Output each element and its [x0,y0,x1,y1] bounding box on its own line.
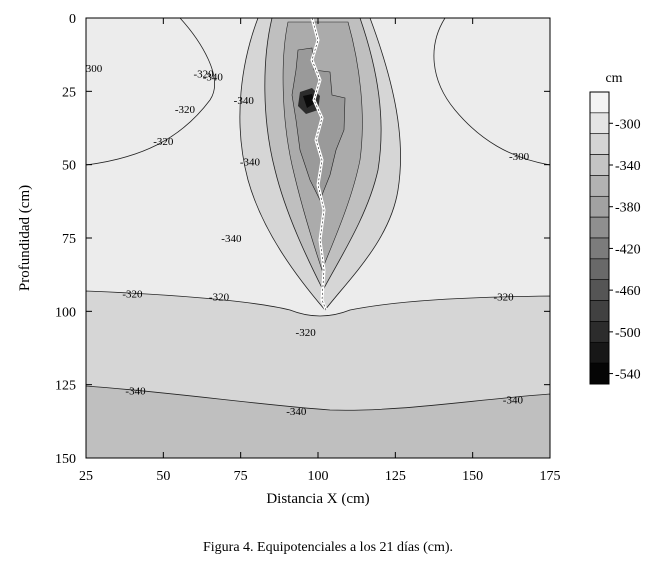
colorbar-swatch [589,112,610,135]
colorbar-label: -380 [615,201,641,216]
x-axis: 25 50 75 100 125 150 175 [79,18,561,484]
contour-figure: -300-300-320-320-320-340-340-340-340-320… [17,12,641,507]
colorbar-swatch [589,362,610,385]
region-300-left-lobe [86,18,215,166]
region-300-right-lobe [433,18,550,166]
x-tick-label: 75 [234,469,248,484]
plot-area: -300-300-320-320-320-340-340-340-340-320… [82,18,550,458]
contour-label: -340 [503,394,524,406]
colorbar-label: -500 [615,326,641,341]
y-tick-label: 0 [69,12,76,27]
x-axis-label: Distancia X (cm) [266,491,369,507]
contour-label: -320 [153,136,174,148]
x-tick-label: 175 [540,469,561,484]
colorbar-label: -340 [615,159,641,174]
contour-label: -340 [234,95,255,107]
colorbar-swatch [589,91,610,114]
contour-label: -340 [286,406,307,418]
contour-label: -340 [125,386,146,398]
colorbar-swatch [589,279,610,301]
contour-labels: -300-300-320-320-320-340-340-340-340-320… [82,63,530,418]
colorbar-swatch [589,154,610,176]
colorbar-swatch [589,237,610,260]
colorbar-swatch [589,133,610,155]
contour-label: -320 [193,69,214,81]
region-plume-core [291,47,346,201]
y-tick-label: 125 [55,379,76,394]
figure-caption: Figura 4. Equipotenciales a los 21 días … [203,540,453,555]
y-axis-label: Profundidad (cm) [17,185,33,291]
region-340-lower [86,385,550,458]
x-tick-label: 25 [79,469,93,484]
y-tick-label: 25 [62,85,76,100]
contour-label: -320 [122,289,143,301]
contour-label: -340 [240,157,261,169]
colorbar-swatch [589,216,610,239]
region-darkest-core [303,94,315,108]
colorbar-swatch [589,258,610,281]
x-tick-label: 100 [308,469,329,484]
y-tick-label: 150 [55,452,76,467]
y-tick-label: 75 [62,232,76,247]
colorbar-label: -460 [615,284,641,299]
colorbar-label: -420 [615,242,641,257]
x-tick-label: 150 [462,469,483,484]
y-axis: 0 25 50 75 100 125 150 [55,12,550,467]
colorbar-swatch [589,300,610,322]
fingering-channel-outline [311,18,327,311]
colorbar: -300 -340 -380 -420 -460 -500 -540 [589,91,641,385]
colorbar-frame [589,91,610,385]
contour-label: -300 [82,63,103,75]
colorbar-label: -540 [615,368,641,383]
colorbar-title: cm [605,71,622,86]
colorbar-swatch [589,341,610,364]
contour-label: -320 [175,104,196,116]
colorbar-swatch [589,321,610,343]
contour-label: -300 [509,151,530,163]
contour-label: -320 [209,292,230,304]
x-tick-label: 50 [156,469,170,484]
colorbar-label: -300 [615,117,641,132]
contour-label: -320 [494,292,515,304]
contour-label: -340 [203,72,224,84]
contour-label: -320 [296,327,317,339]
x-tick-label: 125 [385,469,406,484]
y-tick-label: 100 [55,305,76,320]
colorbar-swatch [589,175,610,197]
y-tick-label: 50 [62,159,76,174]
contour-label: -340 [221,233,242,245]
colorbar-swatch [589,195,610,218]
